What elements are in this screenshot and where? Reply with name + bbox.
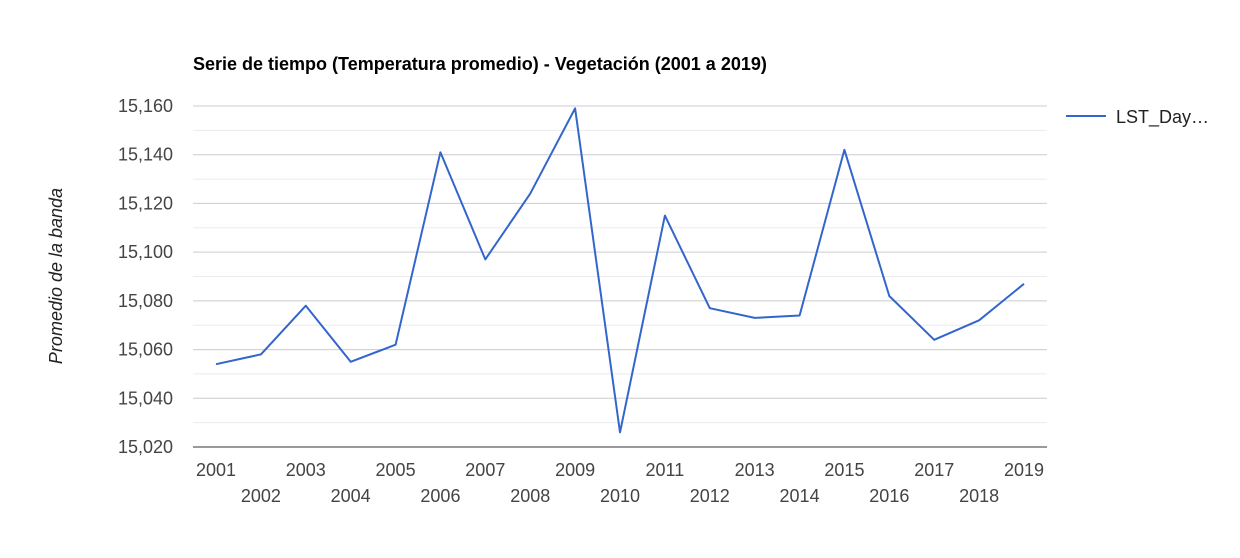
series-line-0[interactable] (215, 107, 1025, 434)
x-tick-label: 2014 (780, 486, 820, 506)
legend[interactable]: LST_Day… (1066, 107, 1209, 128)
y-tick-label: 15,020 (118, 437, 173, 457)
x-tick-label: 2017 (914, 460, 954, 480)
x-tick-label: 2010 (600, 486, 640, 506)
series-layer (215, 107, 1025, 434)
x-tick-label: 2012 (690, 486, 730, 506)
y-tick-label: 15,140 (118, 145, 173, 165)
x-tick-label: 2008 (510, 486, 550, 506)
x-tick-label: 2015 (824, 460, 864, 480)
y-tick-label: 15,100 (118, 242, 173, 262)
x-tick-label: 2007 (465, 460, 505, 480)
y-tick-label: 15,080 (118, 291, 173, 311)
x-tick-label: 2006 (420, 486, 460, 506)
chart-title: Serie de tiempo (Temperatura promedio) -… (193, 54, 767, 74)
y-tick-label: 15,160 (118, 96, 173, 116)
x-axis-ticks: 2001200220032004200520062007200820092010… (196, 460, 1044, 506)
x-tick-label: 2016 (869, 486, 909, 506)
x-tick-label: 2018 (959, 486, 999, 506)
y-axis-label: Promedio de la banda (46, 188, 66, 364)
x-tick-label: 2002 (241, 486, 281, 506)
y-tick-label: 15,060 (118, 340, 173, 360)
grid-lines (193, 105, 1047, 448)
x-tick-label: 2001 (196, 460, 236, 480)
y-tick-label: 15,040 (118, 388, 173, 408)
x-tick-label: 2003 (286, 460, 326, 480)
x-tick-label: 2009 (555, 460, 595, 480)
x-tick-label: 2005 (376, 460, 416, 480)
x-tick-label: 2019 (1004, 460, 1044, 480)
x-tick-label: 2011 (646, 460, 685, 480)
y-tick-label: 15,120 (118, 193, 173, 213)
legend-label: LST_Day… (1116, 107, 1209, 128)
x-tick-label: 2013 (735, 460, 775, 480)
x-tick-label: 2004 (331, 486, 371, 506)
y-axis-ticks: 15,020 15,040 15,060 15,080 15,100 15,120 15,1… (118, 96, 173, 457)
